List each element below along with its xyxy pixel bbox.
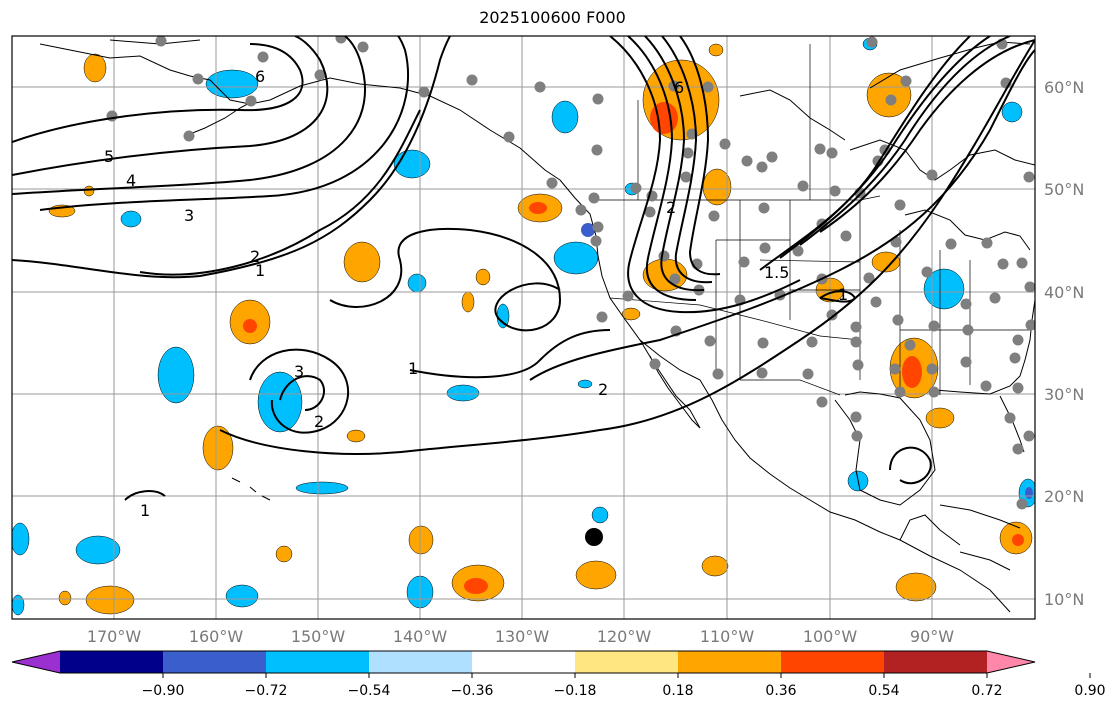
contour-label: 1 [408,359,418,378]
colorbar-extend-low [12,651,60,673]
contour-label: 2 [666,198,676,217]
lat-label: 30°N [1044,385,1084,404]
contour-label: 5 [104,147,114,166]
colorbar-tick-label: −0.90 [142,683,185,699]
lon-label: 110°W [700,627,755,646]
colorbar-outline [11,650,1036,674]
contour-label: 1 [140,501,150,520]
colorbar-extend-high [987,651,1035,673]
contour-label: 6 [674,78,684,97]
contour-label: 2 [250,247,260,266]
colorbar-tick-label: −0.54 [348,683,391,699]
contour-label: 2 [598,380,608,399]
contour-label: 1 [255,261,265,280]
lon-label: 150°W [291,627,346,646]
contour-lines [12,36,1035,501]
colorbar-segment [575,651,679,673]
colorbar: −0.90 −0.72 −0.54 −0.36 −0.18 0.18 0.36 0.54 0.7… [11,650,1105,699]
colorbar-tick-label: 0.54 [868,683,899,699]
station-markers [106,36,1035,510]
colorbar-tick-label: 0.18 [662,683,693,699]
contour-label: 6 [255,67,265,86]
map-title: 2025100600 F000 [479,8,626,27]
colorbar-segment [781,651,885,673]
lon-label: 170°W [87,627,142,646]
colorbar-segment [472,651,576,673]
lat-label: 40°N [1044,283,1084,302]
colorbar-segment [369,651,473,673]
colorbar-segment [266,651,370,673]
contour-label: 1 [838,285,848,304]
colorbar-tick-label: −0.18 [554,683,597,699]
lon-label: 100°W [803,627,858,646]
colorbar-tick-label: −0.36 [451,683,494,699]
contour-label: 2 [314,412,324,431]
contour-label: 3 [184,206,194,225]
contour-label: 1.5 [764,263,789,282]
contour-label: 3 [294,362,304,381]
colorbar-tick-label: 0.72 [971,683,1002,699]
colorbar-segment [678,651,782,673]
contour-labels: 6 5 4 3 2 1 6 2 1.5 1 3 2 1 2 1 [104,67,848,520]
map-frame [12,36,1035,619]
lon-label: 160°W [189,627,244,646]
lat-label: 20°N [1044,487,1084,506]
longitude-labels: 170°W 160°W 150°W 140°W 130°W 120°W 110°… [87,627,954,646]
observation-marker [585,528,603,546]
colorbar-segment [884,651,988,673]
lat-label: 60°N [1044,78,1084,97]
contour-label: 4 [126,171,136,190]
lon-label: 120°W [597,627,652,646]
lon-label: 90°W [910,627,954,646]
latitude-labels: 60°N 50°N 40°N 30°N 20°N 10°N [1044,78,1084,609]
map-border [11,35,1036,620]
colorbar-segment [163,651,267,673]
lat-label: 50°N [1044,180,1084,199]
colorbar-tick-label: −0.72 [245,683,288,699]
colorbar-tick-label: 0.90 [1074,683,1105,699]
lon-label: 130°W [495,627,550,646]
colorbar-tick-label: 0.36 [765,683,796,699]
lon-label: 140°W [393,627,448,646]
lat-label: 10°N [1044,590,1084,609]
colorbar-segment [60,651,164,673]
